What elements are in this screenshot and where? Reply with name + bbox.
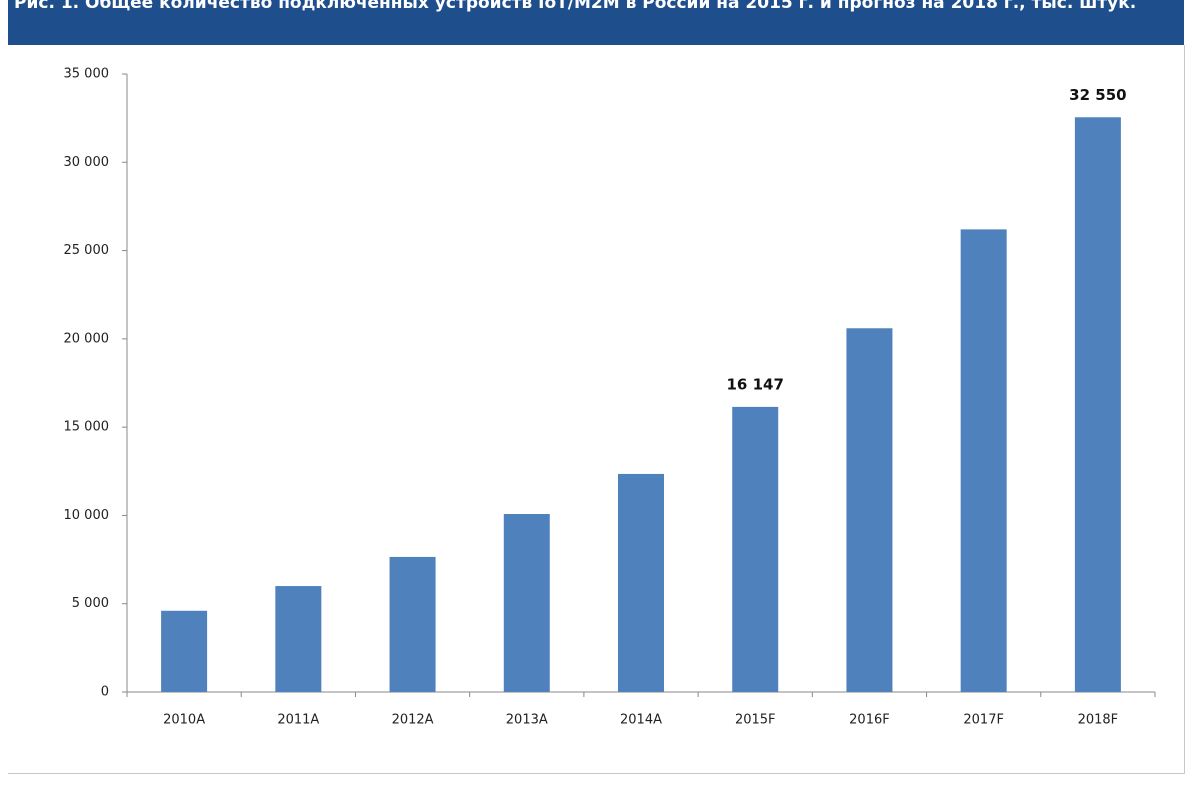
y-tick-label: 30 000 — [64, 155, 110, 170]
x-tick-label: 2017F — [963, 713, 1004, 728]
x-tick-label: 2010A — [163, 713, 205, 728]
y-tick-label: 25 000 — [64, 243, 110, 258]
x-tick-label: 2016F — [849, 713, 890, 728]
y-tick-label: 5 000 — [72, 596, 109, 611]
chart-frame — [8, 45, 1185, 774]
x-tick-label: 2018F — [1078, 713, 1119, 728]
header: Рис. 1. Общее количество подключенных ус… — [8, 0, 1184, 45]
bar — [732, 406, 779, 692]
y-tick-label: 15 000 — [64, 420, 110, 435]
y-tick-label: 0 — [101, 685, 109, 700]
bar — [960, 229, 1007, 692]
value-label: 16 147 — [727, 375, 784, 393]
x-tick-label: 2014A — [620, 713, 662, 728]
bar — [275, 586, 322, 692]
x-tick-label: 2015F — [735, 713, 776, 728]
y-tick-label: 20 000 — [64, 331, 110, 346]
y-tick-label: 10 000 — [64, 508, 110, 523]
bar — [618, 473, 664, 692]
bar — [161, 610, 208, 692]
y-tick-label: 35 000 — [64, 67, 110, 82]
x-tick-label: 2012A — [392, 713, 434, 728]
bar — [389, 556, 436, 692]
x-tick-label: 2011A — [277, 713, 319, 728]
bar — [503, 514, 550, 692]
bar — [1074, 117, 1121, 692]
value-label: 32 550 — [1069, 86, 1126, 104]
bar — [846, 328, 893, 692]
chart-title: Рис. 1. Общее количество подключенных ус… — [14, 0, 1137, 13]
x-tick-label: 2013A — [506, 713, 548, 728]
